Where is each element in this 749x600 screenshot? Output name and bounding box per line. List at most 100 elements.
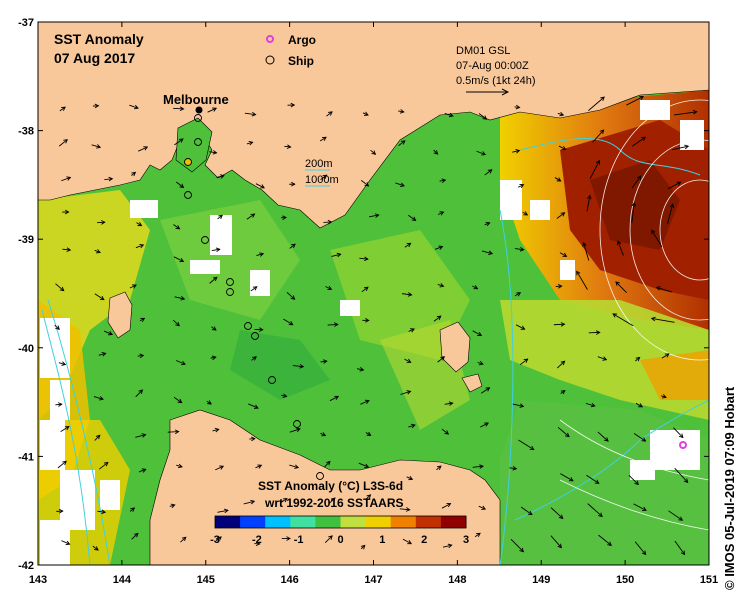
current-arrow-head xyxy=(664,353,670,358)
current-arrow-head xyxy=(436,315,442,320)
current-arrow xyxy=(356,368,364,371)
current-arrow-head xyxy=(485,221,491,227)
y-axis: -37 -38 -39 -40 -41 -42 xyxy=(18,17,709,572)
colorbar-swatch xyxy=(440,516,467,528)
current-arrow-head xyxy=(366,431,372,436)
current-arrow xyxy=(173,396,182,403)
current-arrow-head xyxy=(683,478,689,484)
current-arrow-head xyxy=(255,541,261,547)
current-arrow-head xyxy=(282,215,287,221)
current-arrow xyxy=(587,503,603,517)
current-arrow xyxy=(550,535,562,548)
current-arrow xyxy=(324,461,331,468)
current-arrow-head xyxy=(400,140,406,145)
current-arrow-head xyxy=(406,390,412,395)
current-arrow xyxy=(129,104,139,109)
colorbar-tick-label: 1 xyxy=(379,534,385,546)
current-arrow-head xyxy=(217,536,222,541)
current-arrow xyxy=(480,422,489,428)
current-arrow-head xyxy=(175,225,181,230)
current-arrow-head xyxy=(260,184,265,189)
copyright-credit: © IMOS 05-Jul-2019 07:09 Hobart xyxy=(722,386,737,590)
current-arrow-head xyxy=(101,352,107,357)
current-arrow xyxy=(98,352,106,356)
current-arrow xyxy=(514,292,521,297)
current-arrow-head xyxy=(132,284,137,289)
current-arrow xyxy=(400,390,411,395)
current-arrow-head xyxy=(600,96,605,102)
colorbar: SST Anomaly (°C) L3S-6d wrt 1992-2016 SS… xyxy=(210,479,469,546)
current-arrow xyxy=(243,500,255,505)
current-arrow-head xyxy=(64,426,70,431)
ship-station xyxy=(194,114,202,122)
x-tick-label: 145 xyxy=(197,574,215,586)
current-arrow-head xyxy=(590,402,596,408)
current-arrow xyxy=(518,184,524,188)
current-arrow xyxy=(509,467,517,470)
current-arrow-head xyxy=(61,106,66,111)
current-arrow-head xyxy=(519,403,525,408)
current-arrow xyxy=(62,248,71,251)
current-arrow xyxy=(399,508,410,511)
current-arrow-head xyxy=(333,322,339,327)
current-arrow-head xyxy=(561,145,567,151)
current-arrow-head xyxy=(291,181,296,187)
y-tick-label: -37 xyxy=(18,17,34,29)
current-arrow-head xyxy=(560,390,566,395)
current-arrow xyxy=(365,494,371,500)
current-arrow xyxy=(472,285,478,290)
current-arrow xyxy=(633,433,646,442)
current-arrow xyxy=(135,434,146,438)
current-arrow-head xyxy=(328,535,333,540)
current-arrow-head xyxy=(177,398,183,404)
current-arrow xyxy=(167,431,179,433)
current-arrow-head xyxy=(595,330,601,335)
current-arrow-head xyxy=(282,497,288,503)
current-arrow-head xyxy=(473,285,479,290)
current-arrow-head xyxy=(364,318,370,323)
current-arrow xyxy=(673,427,684,438)
current-arrow-head xyxy=(371,150,377,155)
current-arrow-head xyxy=(407,292,413,297)
current-arrow xyxy=(359,257,368,260)
current-arrow-head xyxy=(448,112,454,118)
current-arrow-head xyxy=(64,209,70,215)
current-arrow-head xyxy=(57,402,63,407)
ship-stations xyxy=(184,114,324,480)
colorbar-tick-label: -1 xyxy=(294,534,304,546)
current-arrow-head xyxy=(568,477,574,482)
current-arrow xyxy=(556,360,565,369)
current-arrow-head xyxy=(433,150,439,155)
current-product: DM01 GSL xyxy=(456,45,510,57)
current-arrow-head xyxy=(290,295,296,300)
current-arrow-head xyxy=(557,543,562,549)
current-arrow-head xyxy=(523,211,529,216)
current-arrow-head xyxy=(170,503,176,509)
current-arrow-head xyxy=(286,144,292,149)
current-arrow xyxy=(328,497,336,504)
current-arrow-head xyxy=(481,151,487,156)
current-arrow xyxy=(207,107,217,113)
current-arrow xyxy=(55,283,65,292)
current-arrow-head xyxy=(655,286,661,291)
current-arrow-head xyxy=(330,497,336,502)
current-arrow xyxy=(674,111,697,116)
current-arrow-head xyxy=(299,364,305,369)
current-arrow xyxy=(326,111,333,117)
current-arrow xyxy=(408,328,415,332)
current-arrow xyxy=(612,313,634,327)
map-layers xyxy=(38,22,709,565)
current-arrow-head xyxy=(130,507,136,512)
current-arrow-head xyxy=(448,401,454,406)
current-arrow-head xyxy=(576,270,581,276)
current-arrow xyxy=(292,365,304,368)
current-arrow-head xyxy=(484,422,489,427)
current-arrow xyxy=(558,145,566,150)
current-arrow-head xyxy=(248,140,254,146)
current-arrow xyxy=(556,212,565,219)
current-arrow xyxy=(631,175,642,189)
current-scale-info: DM01 GSL 07-Aug 00:00Z 0.5m/s (1kt 24h) xyxy=(456,45,535,96)
current-arrow xyxy=(172,319,180,327)
current-arrow-head xyxy=(359,367,365,372)
current-arrow xyxy=(626,96,644,106)
